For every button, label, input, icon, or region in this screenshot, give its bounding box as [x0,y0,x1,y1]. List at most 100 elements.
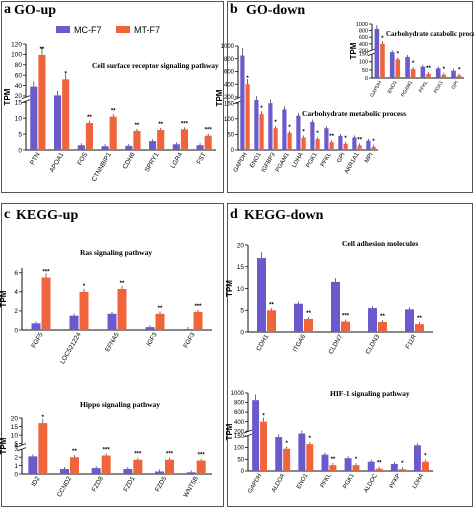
y-tick-label: 0 [241,469,245,475]
y-tick-label: 20 [15,93,23,100]
x-tick-label: ITGA6 [292,333,308,353]
y-tick-label: 600 [359,35,368,41]
y-tick-label: 400 [234,420,245,426]
x-tick-label: EFNA5 [104,331,121,353]
significance-label: ** [111,109,116,115]
bar-mc [324,128,329,150]
significance-label: * [302,130,305,136]
bar-mt [204,135,212,150]
y-tick-label: 100 [234,446,245,452]
axis-break-gap [23,97,216,102]
y-tick-label: 10 [11,432,19,439]
x-tick-label: F11R [404,333,418,350]
panel-b-frame [227,1,473,193]
bar-mc [240,55,245,150]
bar-mt [357,145,362,150]
significance-label: ** [306,311,311,317]
bar-mt [395,59,401,78]
significance-label: * [344,136,347,142]
panel-a-frame [1,1,224,193]
bar-mt [352,465,360,471]
y-tick-label: 15 [237,264,245,271]
y-tick-label: 10 [15,115,23,122]
significance-label: *** [181,121,189,127]
y-tick-label: 0 [231,148,235,154]
x-tick-label: ALDOA [271,473,286,494]
y-tick-label: 0 [240,329,244,336]
x-tick-label: FZD5 [154,475,168,493]
y-tick-label: 5 [240,308,244,315]
x-tick-label: FST [196,151,208,165]
bar-mc [77,145,85,150]
bar-mc [298,433,306,471]
bar-mt [398,469,406,471]
x-tick-label: PFKL [418,80,430,94]
y-tick-label: 15 [11,424,19,431]
x-tick-label: ENO1 [296,472,310,490]
x-tick-label: FGF5 [30,331,45,349]
x-tick-label: LDHA [292,152,305,169]
bar-mc [368,308,377,332]
significance-label: *** [134,452,142,458]
bar-mt [283,448,291,471]
significance-label: ** [417,316,422,322]
significance-label: ** [377,461,382,467]
bar-mt [421,461,429,471]
bar-mt [273,128,278,150]
significance-label: ** [426,66,431,72]
chart-title: Cell adhesion molecules [342,239,418,248]
bar-mc [282,109,287,150]
bar-mt [157,129,165,150]
significance-label: *** [342,314,350,320]
y-tick-label: 120 [11,41,22,48]
y-tick-label: 20 [11,415,19,422]
y-axis-label: TPM [3,88,12,105]
bar-mc [405,309,414,332]
x-tick-label: APOA1 [48,151,65,174]
y-tick-label: 100 [224,117,235,123]
bar-mt [70,457,79,474]
x-tick-label: CTNNBIP1 [91,151,113,183]
legend-mc-swatch [56,26,70,33]
y-tick-label: 800 [224,57,235,63]
x-tick-label: PFKL [320,472,333,489]
significance-label: * [372,139,375,145]
bar-mt [117,288,127,330]
y-tick-label: 50 [227,133,234,139]
bar-mc [338,135,343,150]
y-axis-label: TPM [0,437,8,454]
x-tick-label: ENO1 [249,151,263,169]
x-tick-label: SPRY1 [144,151,161,173]
bar-mc [252,400,260,471]
axis-break-gap [19,445,212,450]
y-tick-label: 200 [359,48,368,54]
x-tick-label: PGAM1 [400,80,414,98]
y-tick-label: 50 [362,68,368,74]
kegg-up-ras-chart: Ras signaling pathway TPM 0 2 4 6 *** FGF5 * LOC5… [0,248,212,365]
y-tick-label: 60 [15,72,23,79]
bar-mc [107,313,117,330]
significance-label: ** [380,314,385,320]
bar-mt [79,291,89,330]
bar-mt [341,321,350,332]
chart-title: Cell surface receptor signaling pathway [92,61,219,70]
bar-mc [366,140,371,150]
x-tick-label: LGR4 [170,151,185,170]
y-tick-label: 50 [237,457,244,463]
significance-label: * [65,71,68,77]
axis-break-gap [369,50,464,55]
bar-mt [267,310,276,332]
y-tick-label: 2 [14,308,18,315]
bar-mc [389,52,395,78]
axis-break-mark [17,443,27,447]
bar-mc [390,463,398,471]
significance-label: ** [72,449,77,455]
bar-mt [329,142,334,150]
x-tick-label: GPI [451,80,461,90]
y-tick-label: 1 [14,463,18,470]
bar-mt [301,137,306,150]
significance-label: * [443,67,446,73]
bar-mc [91,468,101,474]
